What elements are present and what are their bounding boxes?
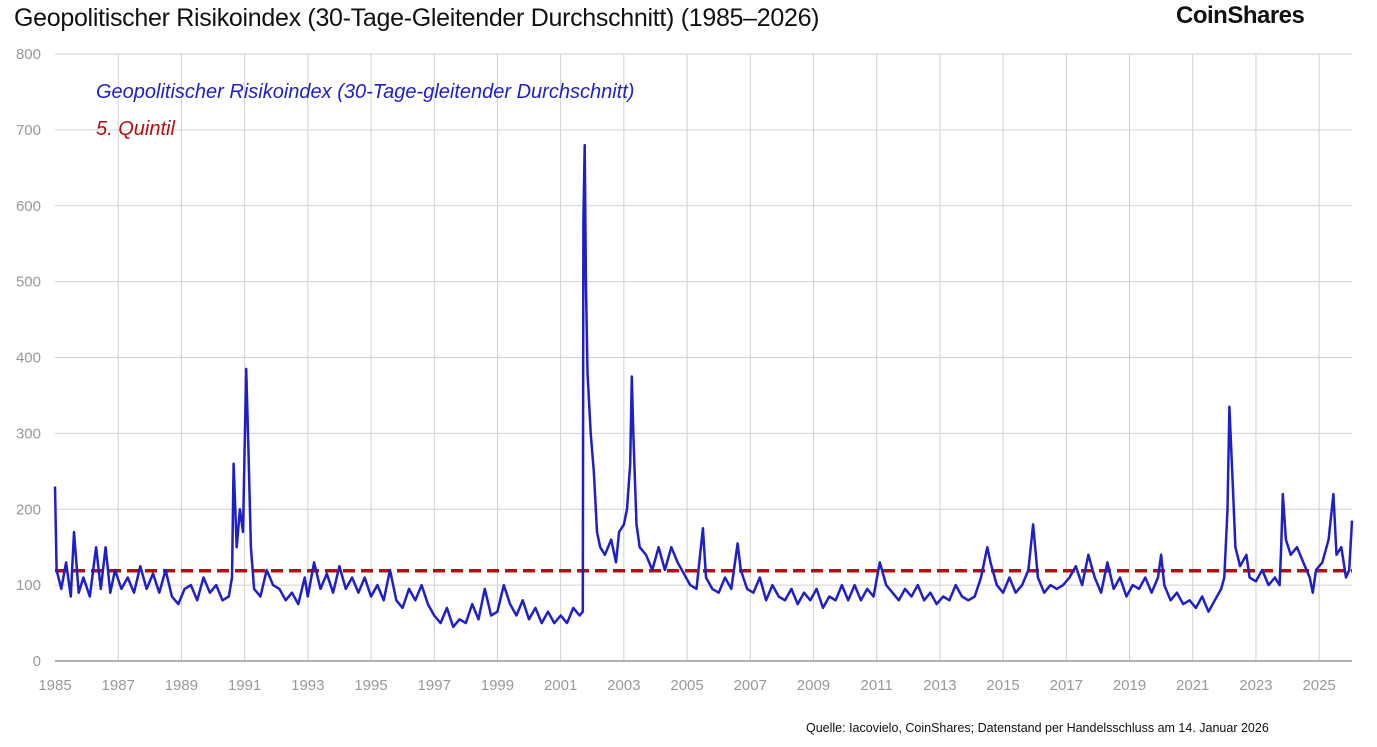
chart-title: Geopolitischer Risikoindex (30-Tage-Glei…	[14, 4, 820, 32]
y-tick-label: 800	[16, 46, 41, 63]
legend-quintile: 5. Quintil	[96, 118, 175, 140]
y-tick-label: 100	[16, 577, 41, 594]
y-tick-label: 400	[16, 350, 41, 367]
y-axis-ticks: 0 100 200 300 400 500 600 700 800	[16, 46, 41, 670]
x-tick-label: 2025	[1302, 677, 1335, 694]
y-tick-label: 0	[33, 653, 41, 670]
x-tick-label: 2021	[1176, 677, 1209, 694]
grid	[55, 53, 1352, 661]
x-tick-label: 1985	[38, 677, 71, 694]
source-note: Quelle: Iacovielo, CoinShares; Datenstan…	[806, 721, 1269, 735]
x-tick-label: 1991	[228, 677, 261, 694]
x-tick-label: 2005	[670, 677, 703, 694]
x-tick-label: 2001	[544, 677, 577, 694]
y-tick-label: 500	[16, 274, 41, 291]
gpr-series-line	[53, 143, 1354, 629]
x-tick-label: 1987	[102, 677, 135, 694]
x-tick-label: 2003	[607, 677, 640, 694]
legend-series: Geopolitischer Risikoindex (30-Tage-glei…	[96, 81, 634, 103]
x-tick-label: 2017	[1050, 677, 1083, 694]
x-tick-label: 2015	[986, 677, 1019, 694]
x-tick-label: 1997	[418, 677, 451, 694]
x-tick-label: 2013	[923, 677, 956, 694]
x-axis-ticks: 1985 1987 1989 1991 1993 1995 1997 1999 2001 2003…	[38, 677, 1336, 694]
y-tick-label: 300	[16, 425, 41, 442]
y-tick-label: 700	[16, 122, 41, 139]
x-tick-label: 1993	[291, 677, 324, 694]
x-tick-label: 1989	[165, 677, 198, 694]
x-tick-label: 1995	[354, 677, 387, 694]
coinshares-logo: CoinShares	[1176, 2, 1305, 29]
x-tick-label: 2023	[1239, 677, 1272, 694]
y-tick-label: 200	[16, 501, 41, 518]
x-tick-label: 2007	[734, 677, 767, 694]
y-tick-label: 600	[16, 198, 41, 215]
x-tick-label: 2011	[861, 677, 893, 694]
x-tick-label: 2009	[797, 677, 830, 694]
x-tick-label: 2019	[1113, 677, 1146, 694]
x-tick-label: 1999	[481, 677, 514, 694]
